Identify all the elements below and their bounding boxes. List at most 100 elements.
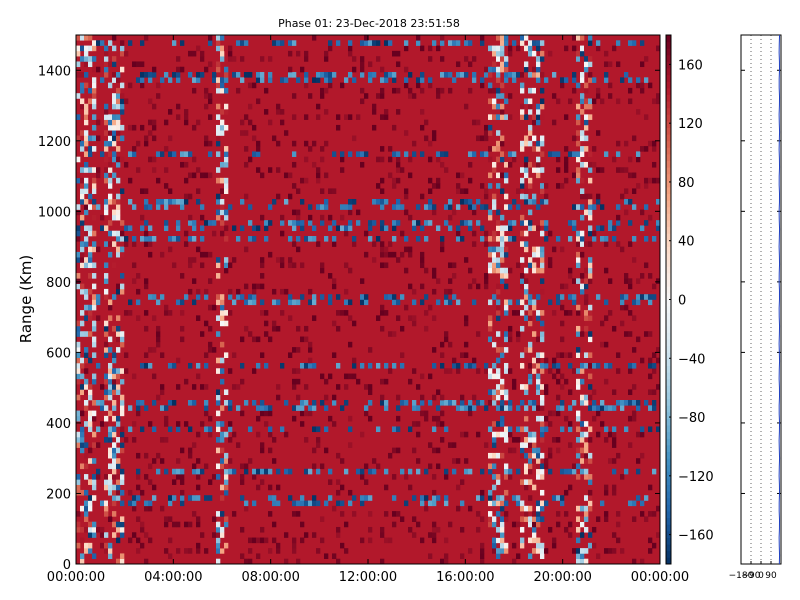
- heatmap-cell: [556, 410, 561, 417]
- heatmap-cell: [648, 273, 653, 279]
- heatmap-cell: [524, 172, 529, 179]
- heatmap-cell: [80, 331, 85, 337]
- heatmap-cell: [444, 495, 449, 501]
- heatmap-cell: [580, 458, 585, 464]
- heatmap-cell: [428, 400, 433, 406]
- heatmap-cell: [312, 426, 317, 433]
- heatmap-cell: [584, 161, 589, 168]
- heatmap-cell: [412, 368, 417, 374]
- heatmap-cell: [184, 109, 189, 115]
- heatmap-cell: [628, 278, 633, 284]
- heatmap-cell: [188, 220, 193, 226]
- heatmap-cell: [588, 241, 593, 247]
- heatmap-cell: [504, 61, 509, 68]
- heatmap-cell: [596, 130, 601, 136]
- heatmap-cell: [616, 521, 621, 528]
- heatmap-cell: [96, 474, 101, 480]
- heatmap-cell: [544, 183, 549, 189]
- heatmap-cell: [588, 98, 593, 105]
- heatmap-cell: [84, 505, 89, 512]
- heatmap-cell: [136, 288, 141, 295]
- heatmap-cell: [640, 511, 645, 517]
- heatmap-cell: [144, 230, 149, 237]
- colorbar-step: [666, 325, 671, 333]
- heatmap-cell: [520, 82, 525, 89]
- heatmap-cell: [488, 495, 493, 501]
- heatmap-cell: [528, 220, 533, 226]
- heatmap-cell: [212, 304, 217, 311]
- heatmap-cell: [496, 526, 501, 533]
- heatmap-cell: [464, 103, 469, 110]
- heatmap-cell: [468, 410, 473, 417]
- heatmap-cell: [148, 77, 153, 83]
- heatmap-cell: [552, 357, 557, 364]
- heatmap-cell: [360, 278, 365, 284]
- heatmap-cell: [284, 77, 289, 83]
- heatmap-cell: [416, 468, 421, 475]
- heatmap-cell: [76, 209, 81, 216]
- heatmap-cell: [208, 220, 213, 226]
- heatmap-cell: [296, 368, 301, 374]
- side-profile-panel: −180−900 90: [729, 34, 782, 581]
- heatmap-cell: [500, 495, 505, 501]
- heatmap-cell: [392, 331, 397, 337]
- heatmap-cell: [228, 56, 233, 62]
- heatmap-cell: [192, 442, 197, 448]
- heatmap-cell: [608, 458, 613, 464]
- heatmap-cell: [540, 288, 545, 295]
- heatmap-cell: [304, 236, 309, 242]
- heatmap-cell: [116, 458, 121, 464]
- heatmap-cell: [580, 521, 585, 528]
- heatmap-cell: [464, 458, 469, 464]
- heatmap-cell: [352, 66, 357, 73]
- heatmap-cell: [456, 188, 461, 194]
- heatmap-cell: [420, 77, 425, 83]
- heatmap-cell: [588, 489, 593, 496]
- heatmap-cell: [584, 45, 589, 52]
- colorbar-step: [666, 101, 671, 109]
- heatmap-cell: [428, 220, 433, 226]
- heatmap-cell: [508, 114, 513, 120]
- heatmap-cell: [532, 532, 537, 538]
- heatmap-cell: [136, 468, 141, 475]
- heatmap-cell: [392, 177, 397, 184]
- heatmap-cell: [120, 479, 125, 485]
- heatmap-cell: [444, 426, 449, 433]
- heatmap-cell: [252, 283, 257, 290]
- heatmap-cell: [644, 183, 649, 189]
- heatmap-cell: [580, 72, 585, 78]
- heatmap-cell: [620, 193, 625, 200]
- heatmap-cell: [312, 315, 317, 321]
- heatmap-cell: [384, 40, 389, 46]
- heatmap-cell: [136, 400, 141, 406]
- heatmap-cell: [472, 119, 477, 126]
- heatmap-cell: [80, 262, 85, 269]
- heatmap-cell: [360, 495, 365, 501]
- heatmap-cell: [148, 72, 153, 78]
- heatmap-cell: [492, 463, 497, 470]
- heatmap-cell: [520, 479, 525, 485]
- heatmap-cell: [496, 331, 501, 337]
- heatmap-cell: [392, 77, 397, 83]
- heatmap-cell: [352, 56, 357, 62]
- heatmap-cell: [120, 368, 125, 374]
- heatmap-cell: [196, 516, 201, 522]
- heatmap-cell: [188, 447, 193, 454]
- heatmap-cell: [184, 521, 189, 528]
- heatmap-cell: [200, 468, 205, 475]
- heatmap-cell: [112, 500, 117, 507]
- heatmap-cell: [364, 230, 369, 237]
- heatmap-cell: [656, 357, 661, 364]
- heatmap-cell: [296, 558, 301, 565]
- heatmap-cell: [176, 236, 181, 242]
- heatmap-cell: [148, 537, 153, 544]
- heatmap-cell: [404, 236, 409, 242]
- heatmap-cell: [456, 172, 461, 179]
- heatmap-cell: [96, 400, 101, 406]
- heatmap-cell: [520, 220, 525, 226]
- heatmap-cell: [184, 548, 189, 554]
- heatmap-cell: [220, 421, 225, 427]
- heatmap-cell: [480, 542, 485, 549]
- heatmap-cell: [312, 447, 317, 454]
- heatmap-cell: [532, 331, 537, 337]
